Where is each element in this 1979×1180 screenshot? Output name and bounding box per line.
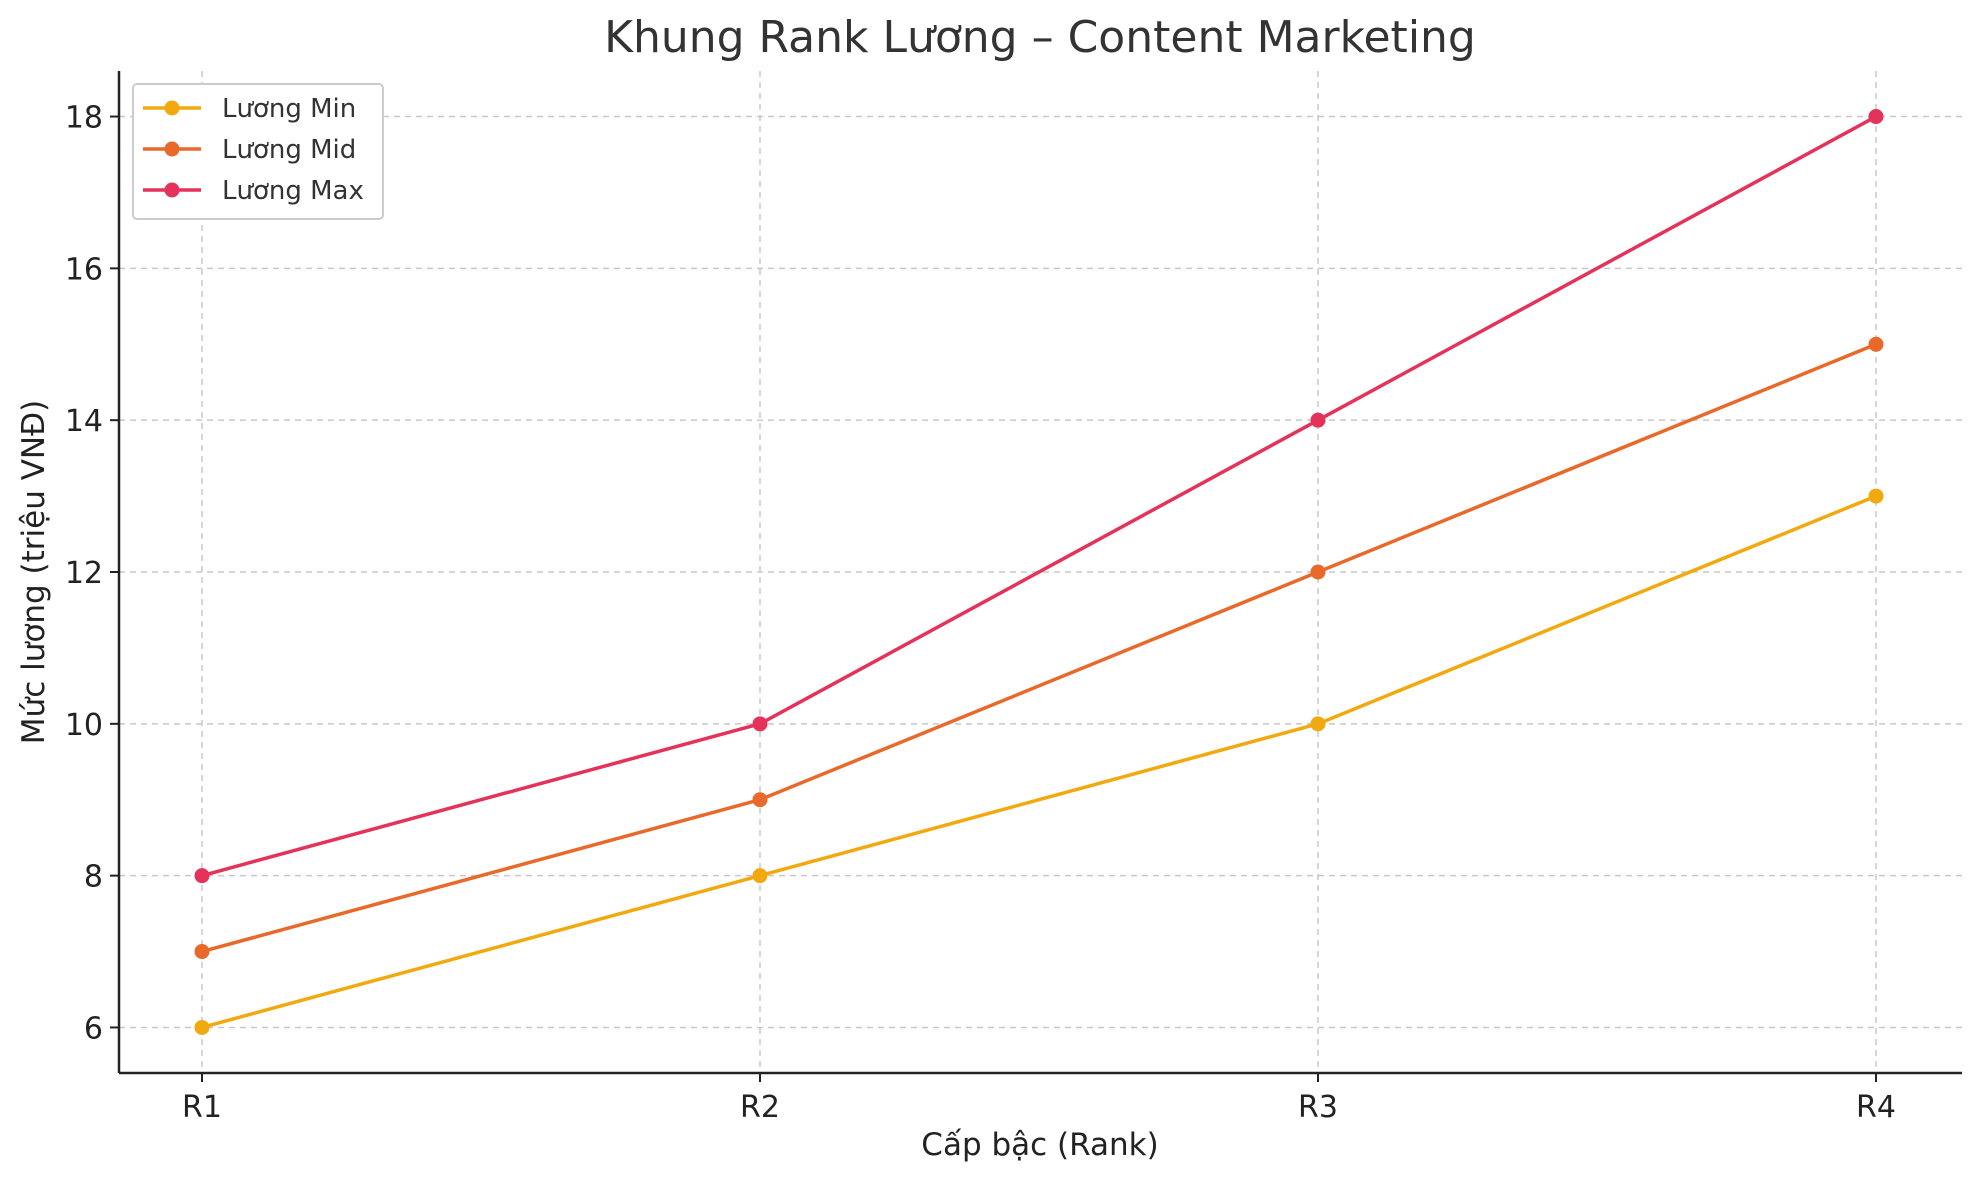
legend-label: Lương Mid (222, 135, 356, 165)
series-line (201, 342, 1877, 954)
data-point (1310, 412, 1326, 428)
data-point (752, 868, 768, 884)
legend-box (132, 83, 384, 220)
data-point (1868, 488, 1884, 504)
series-line (201, 494, 1877, 1030)
x-tick-label: R2 (740, 1090, 780, 1125)
series-1 (194, 488, 1884, 1035)
data-point (194, 944, 210, 960)
y-tick-label: 18 (65, 101, 103, 136)
data-point (1868, 109, 1884, 125)
series-3 (194, 109, 1884, 884)
data-point (194, 1019, 210, 1035)
legend-marker (164, 182, 180, 198)
legend-item: Lương Min (143, 94, 356, 124)
x-tick-label: R4 (1856, 1090, 1896, 1125)
series-2 (194, 336, 1884, 960)
y-tick-label: 16 (65, 252, 103, 287)
x-axis-label: Cấp bậc (Rank) (921, 1127, 1158, 1163)
y-tick-label: 10 (65, 708, 103, 743)
data-point (752, 792, 768, 808)
y-tick-label: 6 (84, 1011, 103, 1046)
data-point (1310, 716, 1326, 732)
data-point (1310, 564, 1326, 580)
data-point (752, 716, 768, 732)
legend-item: Lương Mid (143, 135, 356, 165)
series-line (201, 115, 1877, 878)
y-tick-label: 12 (65, 556, 103, 591)
y-tick-label: 14 (65, 404, 103, 439)
legend-item: Lương Max (143, 176, 364, 206)
legend-marker (164, 141, 180, 157)
data-point (194, 868, 210, 884)
legend: Lương Min Lương Mid Lương Max (132, 83, 384, 220)
y-axis-label: Mức lương (triệu VNĐ) (16, 400, 52, 744)
legend-label: Lương Min (222, 94, 356, 124)
x-tick-label: R3 (1298, 1090, 1338, 1125)
chart-title: Khung Rank Lương – Content Marketing (604, 12, 1476, 63)
ticks: 6 8 10 12 14 16 18 R1 R2 R3 R4 (65, 101, 1896, 1125)
data-point (1868, 336, 1884, 352)
series-layer (194, 109, 1884, 1035)
legend-marker (164, 100, 180, 116)
legend-label: Lương Max (222, 176, 364, 206)
x-tick-label: R1 (182, 1090, 222, 1125)
y-tick-label: 8 (84, 860, 103, 895)
